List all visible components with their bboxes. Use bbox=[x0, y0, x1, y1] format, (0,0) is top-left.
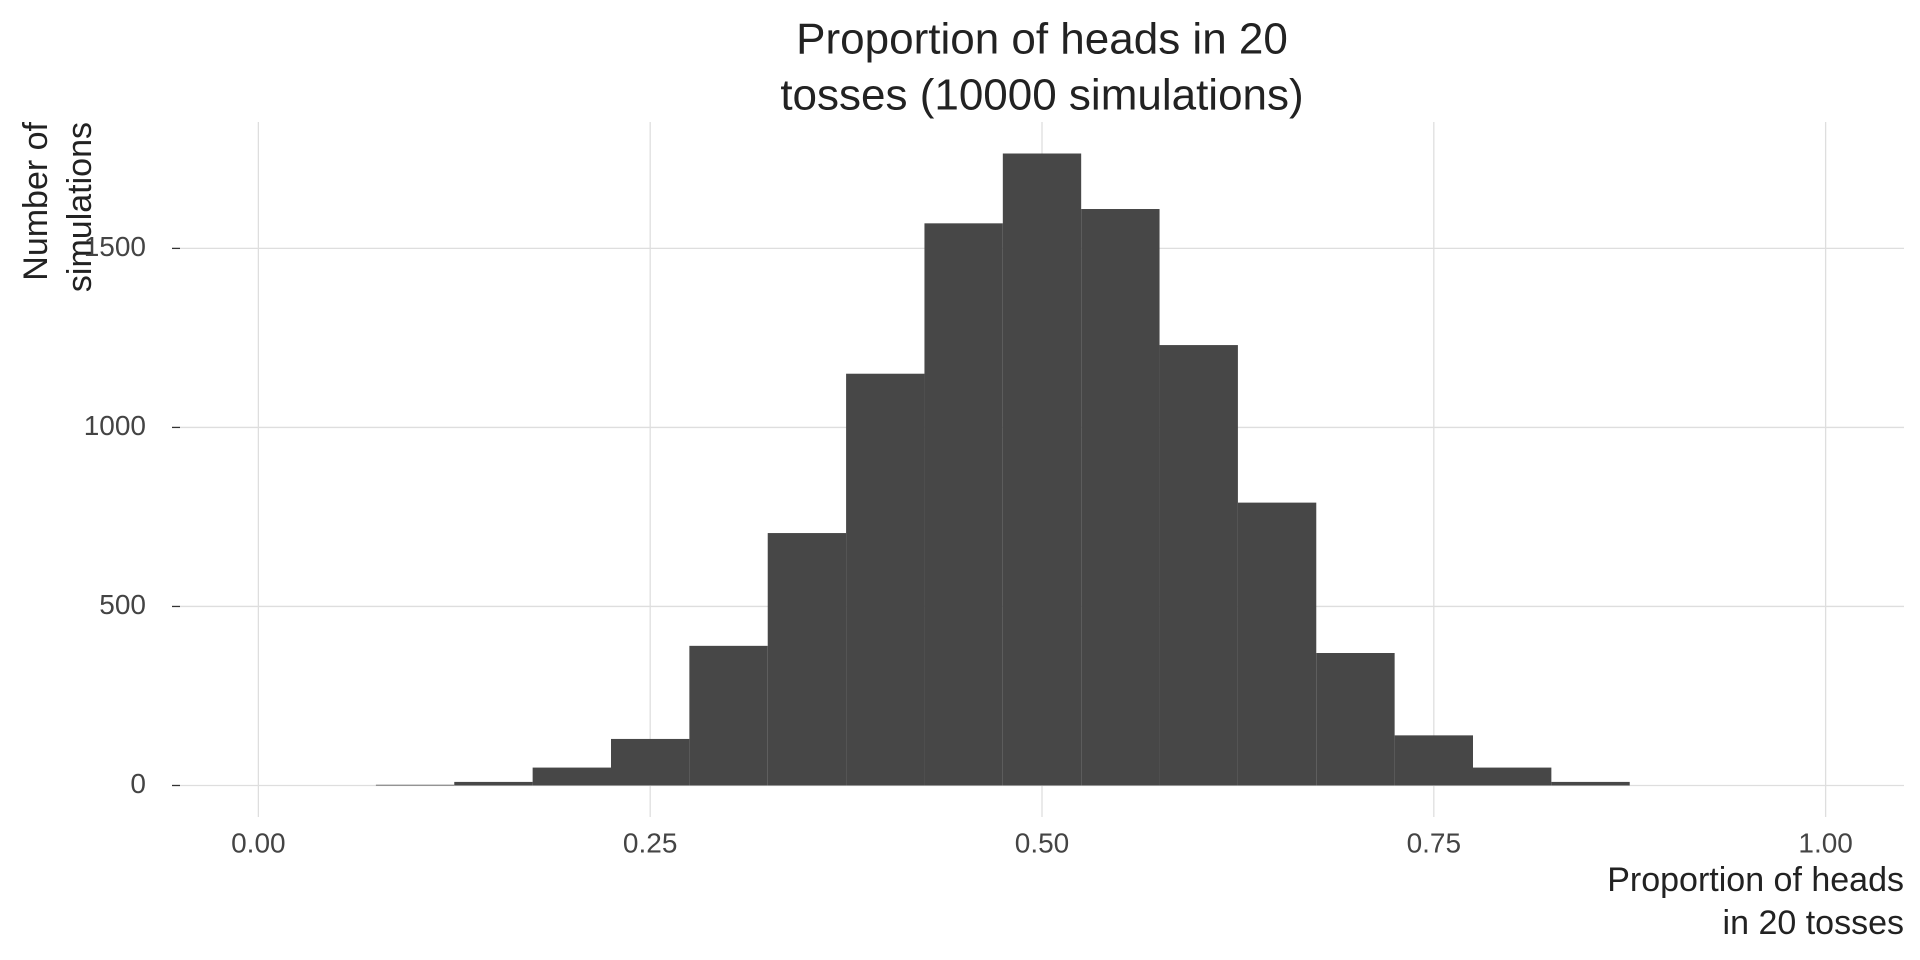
y-axis-label: Number of bbox=[17, 121, 55, 280]
bar bbox=[454, 781, 533, 786]
x-axis-label: in 20 tosses bbox=[1723, 904, 1904, 942]
x-tick-label: 0.25 bbox=[623, 827, 678, 858]
x-tick-label: 0.50 bbox=[1015, 827, 1070, 858]
x-axis-label: Proportion of heads bbox=[1607, 861, 1904, 899]
chart-title: Proportion of heads in 20 bbox=[796, 15, 1288, 64]
y-tick-label: 0 bbox=[130, 768, 146, 799]
bar bbox=[924, 223, 1003, 786]
bar bbox=[767, 533, 847, 786]
bar bbox=[1237, 502, 1317, 786]
bar bbox=[532, 767, 611, 786]
bar bbox=[1159, 345, 1238, 786]
x-tick-label: 0.75 bbox=[1407, 827, 1462, 858]
y-axis-label: simulations bbox=[61, 122, 99, 292]
y-tick-label: 500 bbox=[99, 589, 146, 620]
x-tick-label: 1.00 bbox=[1798, 827, 1853, 858]
bar bbox=[1081, 209, 1160, 786]
bar bbox=[1316, 653, 1395, 786]
bar bbox=[375, 784, 455, 786]
y-tick-label: 1500 bbox=[84, 231, 146, 262]
bar bbox=[1002, 153, 1082, 786]
bar bbox=[1551, 781, 1630, 786]
bar bbox=[1394, 735, 1473, 786]
chart-title: tosses (10000 simulations) bbox=[780, 71, 1303, 120]
bar bbox=[1473, 767, 1552, 786]
bar bbox=[611, 738, 690, 786]
bar bbox=[689, 645, 768, 786]
x-tick-label: 0.00 bbox=[231, 827, 286, 858]
bar bbox=[846, 373, 925, 786]
y-tick-label: 1000 bbox=[84, 410, 146, 441]
